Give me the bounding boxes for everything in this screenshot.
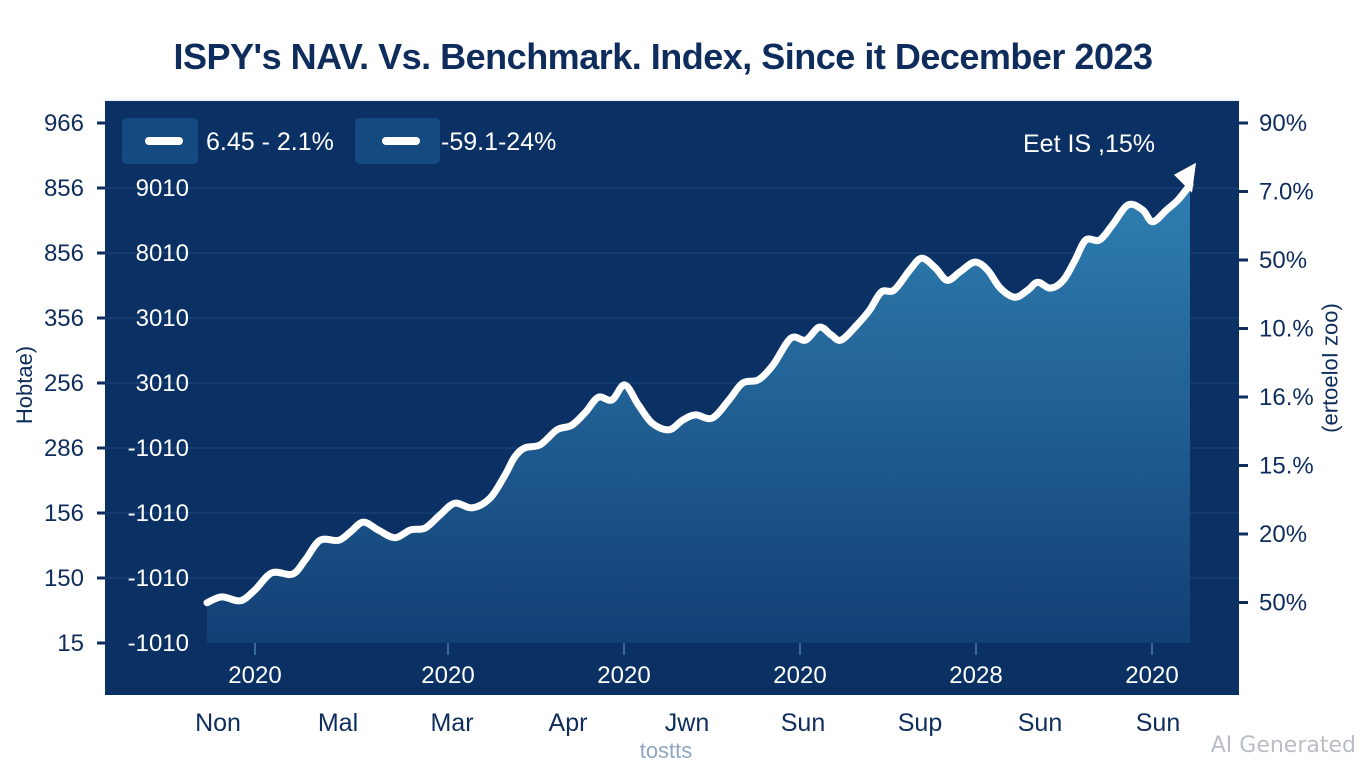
x-month-tick-label: Mar bbox=[430, 709, 473, 737]
right-tick-label: 50% bbox=[1259, 590, 1307, 617]
x-month-tick-label: Jwn bbox=[665, 709, 709, 737]
nav-area bbox=[207, 184, 1190, 643]
x-month-tick-label: Non bbox=[195, 709, 241, 737]
x-year-tick-label: 2020 bbox=[773, 662, 826, 689]
left-outer-tick-label: 150 bbox=[44, 565, 84, 592]
x-year-tick-label: 2020 bbox=[421, 662, 474, 689]
left-inner-tick-label: 9010 bbox=[136, 175, 189, 202]
left-inner-tick-label: 8010 bbox=[136, 240, 189, 267]
ai-generated-watermark: AI Generated bbox=[1210, 733, 1356, 758]
left-outer-tick-label: 356 bbox=[44, 305, 84, 332]
left-inner-tick-label: 3010 bbox=[136, 305, 189, 332]
left-outer-tick-label: 966 bbox=[44, 110, 84, 137]
left-outer-tick-label: 286 bbox=[44, 435, 84, 462]
x-month-tick-label: Mal bbox=[318, 709, 358, 737]
x-year-tick-label: 2020 bbox=[597, 662, 650, 689]
right-axis-title: (ertoeloI zoo) bbox=[1318, 303, 1343, 433]
x-month-tick-label: Sup bbox=[898, 709, 942, 737]
x-month-tick-label: Sun bbox=[1136, 709, 1180, 737]
trend-arrow-icon bbox=[1174, 162, 1196, 193]
right-tick-label: 20% bbox=[1259, 521, 1307, 548]
legend-swatch-line-2 bbox=[382, 137, 420, 145]
x-month-tick-label: Sun bbox=[1018, 709, 1062, 737]
x-month-tick-label: Sun bbox=[781, 709, 825, 737]
x-month-tick-label: Apr bbox=[549, 709, 588, 737]
right-tick-label: 15.% bbox=[1259, 453, 1314, 480]
right-tick-label: 7.0% bbox=[1259, 179, 1314, 206]
panel-top-shadow bbox=[105, 95, 1239, 101]
annotation-label: Eet IS ,15% bbox=[1023, 130, 1155, 158]
x-axis-title: tostts bbox=[640, 738, 693, 763]
right-tick-label: 50% bbox=[1259, 247, 1307, 274]
left-outer-tick-label: 156 bbox=[44, 500, 84, 527]
x-year-tick-label: 2020 bbox=[1125, 662, 1178, 689]
nav-line bbox=[203, 181, 1194, 607]
left-outer-tick-label: 856 bbox=[44, 175, 84, 202]
x-year-tick-label: 2020 bbox=[228, 662, 281, 689]
right-tick-label: 10.% bbox=[1259, 316, 1314, 343]
left-outer-tick-label: 15 bbox=[57, 630, 84, 657]
x-year-tick-label: 2028 bbox=[949, 662, 1002, 689]
left-inner-tick-label: 3010 bbox=[136, 370, 189, 397]
left-outer-tick-label: 256 bbox=[44, 370, 84, 397]
legend-label-1: 6.45 - 2.1% bbox=[206, 128, 334, 156]
right-tick-label: 90% bbox=[1259, 110, 1307, 137]
chart-title: ISPY's NAV. Vs. Benchmark. Index, Since … bbox=[173, 36, 1153, 77]
legend-label-2: -59.1-24% bbox=[441, 128, 556, 156]
left-inner-tick-label: -1010 bbox=[128, 435, 189, 462]
legend-swatch-line-1 bbox=[145, 137, 183, 145]
right-tick-label: 16.% bbox=[1259, 384, 1314, 411]
left-inner-tick-label: -1010 bbox=[128, 630, 189, 657]
left-outer-tick-label: 856 bbox=[44, 240, 84, 267]
left-inner-tick-label: -1010 bbox=[128, 565, 189, 592]
left-axis-title: Hobtae) bbox=[12, 346, 37, 424]
left-inner-tick-label: -1010 bbox=[128, 500, 189, 527]
